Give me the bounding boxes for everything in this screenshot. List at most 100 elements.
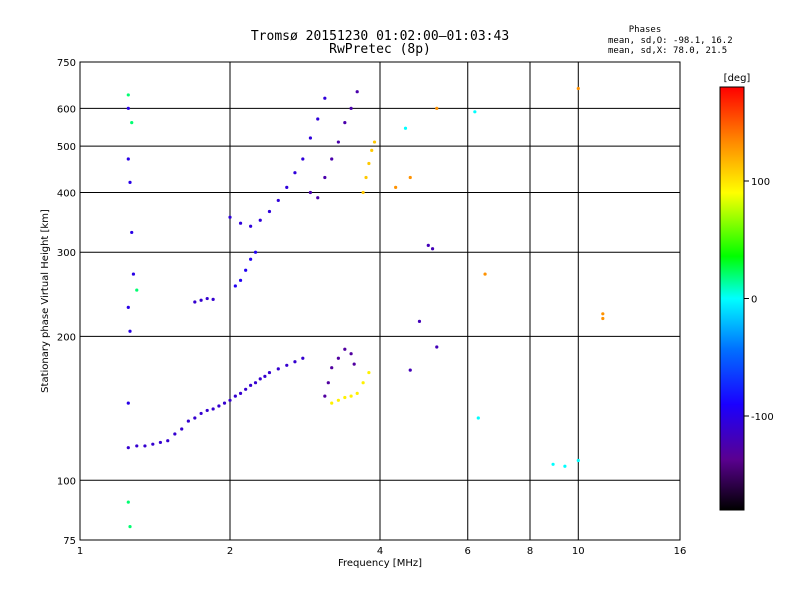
data-point: [173, 432, 177, 436]
data-point: [128, 525, 132, 529]
data-point: [308, 190, 313, 195]
data-point: [301, 356, 305, 360]
data-point: [323, 394, 327, 398]
data-point: [205, 408, 209, 413]
data-point: [131, 272, 136, 276]
stats-line-x: mean, sd,X: 78.0, 21.5: [608, 46, 727, 56]
data-point: [126, 401, 130, 405]
data-point: [166, 439, 170, 443]
y-tick-label: 75: [63, 536, 76, 547]
x-axis-label: Frequency [MHz]: [338, 558, 422, 569]
tick-layer: 1 2 4 6 8 10 16 75 100 200 300 400 500 600 750: [57, 58, 686, 557]
x-tick-label: 1: [77, 546, 83, 557]
data-point: [193, 300, 197, 304]
data-point: [361, 381, 365, 385]
data-point: [285, 363, 289, 367]
colorbar-tick-label: -100: [751, 412, 774, 423]
x-tick-label: 8: [527, 546, 533, 557]
data-point: [330, 157, 334, 161]
data-point: [285, 185, 289, 189]
y-tick-label: 200: [57, 332, 76, 343]
data-point: [316, 196, 320, 200]
data-point: [367, 161, 371, 166]
data-point: [355, 90, 359, 94]
data-point: [249, 383, 253, 387]
data-point: [563, 464, 567, 468]
data-point: [476, 416, 480, 420]
colorbar: [719, 86, 745, 511]
data-point: [130, 121, 134, 125]
data-point: [199, 411, 203, 416]
data-point: [151, 442, 155, 446]
data-point: [267, 209, 272, 214]
x-tick-label: 10: [572, 546, 585, 557]
data-point: [370, 148, 374, 152]
data-point: [394, 185, 398, 189]
colorbar-label: [deg]: [724, 73, 751, 84]
data-point: [576, 86, 580, 91]
data-point: [483, 272, 487, 276]
grid-layer: [80, 62, 680, 540]
data-point: [326, 381, 330, 385]
x-tick-label: 2: [227, 546, 233, 557]
data-point: [435, 345, 439, 349]
data-point: [293, 360, 297, 364]
data-point: [126, 106, 130, 110]
data-point: [330, 366, 334, 370]
data-point: [349, 394, 353, 398]
data-points-layer: [126, 86, 605, 529]
data-point: [205, 296, 209, 301]
data-point: [186, 419, 190, 423]
data-point: [128, 180, 132, 184]
data-point: [238, 278, 243, 282]
data-point: [336, 398, 340, 402]
data-point: [576, 458, 580, 463]
data-point: [364, 175, 368, 180]
data-point: [126, 93, 130, 97]
data-point: [249, 224, 253, 228]
data-point: [349, 106, 353, 110]
data-point: [323, 96, 327, 100]
data-point: [249, 257, 253, 261]
data-point: [130, 230, 134, 235]
data-point: [135, 444, 139, 448]
data-point: [238, 391, 243, 395]
data-point: [143, 444, 147, 448]
colorbar-tick-label: 100: [751, 177, 770, 188]
data-point: [258, 377, 262, 381]
data-point: [238, 221, 243, 225]
stats-heading: Phases: [629, 25, 662, 35]
data-point: [352, 362, 356, 366]
data-point: [263, 374, 267, 378]
y-tick-label: 400: [57, 188, 76, 199]
data-point: [408, 175, 412, 180]
data-point: [126, 446, 130, 450]
data-point: [343, 121, 347, 125]
stats-line-o: mean, sd,O: -98.1, 16.2: [608, 36, 733, 46]
data-point: [276, 367, 280, 371]
data-point: [253, 381, 258, 385]
data-point: [211, 297, 215, 302]
data-point: [343, 395, 347, 400]
data-point: [267, 370, 272, 375]
data-point: [473, 110, 477, 114]
y-tick-label: 500: [57, 142, 76, 153]
data-point: [217, 404, 221, 408]
data-point: [430, 247, 435, 251]
y-tick-label: 100: [57, 476, 76, 487]
data-point: [244, 387, 248, 391]
data-point: [126, 157, 130, 161]
data-point: [435, 106, 439, 110]
data-point: [323, 175, 327, 180]
data-point: [426, 243, 430, 248]
data-point: [308, 136, 313, 140]
data-point: [367, 370, 371, 375]
data-point: [601, 316, 605, 321]
data-point: [403, 126, 408, 130]
colorbar-ticks: 100 0 -100: [744, 177, 774, 423]
data-point: [408, 368, 412, 372]
data-point: [330, 401, 334, 405]
colorbar-tick-label: 0: [751, 295, 757, 306]
y-axis-label: Stationary phase Virtual Height [km]: [40, 209, 51, 393]
